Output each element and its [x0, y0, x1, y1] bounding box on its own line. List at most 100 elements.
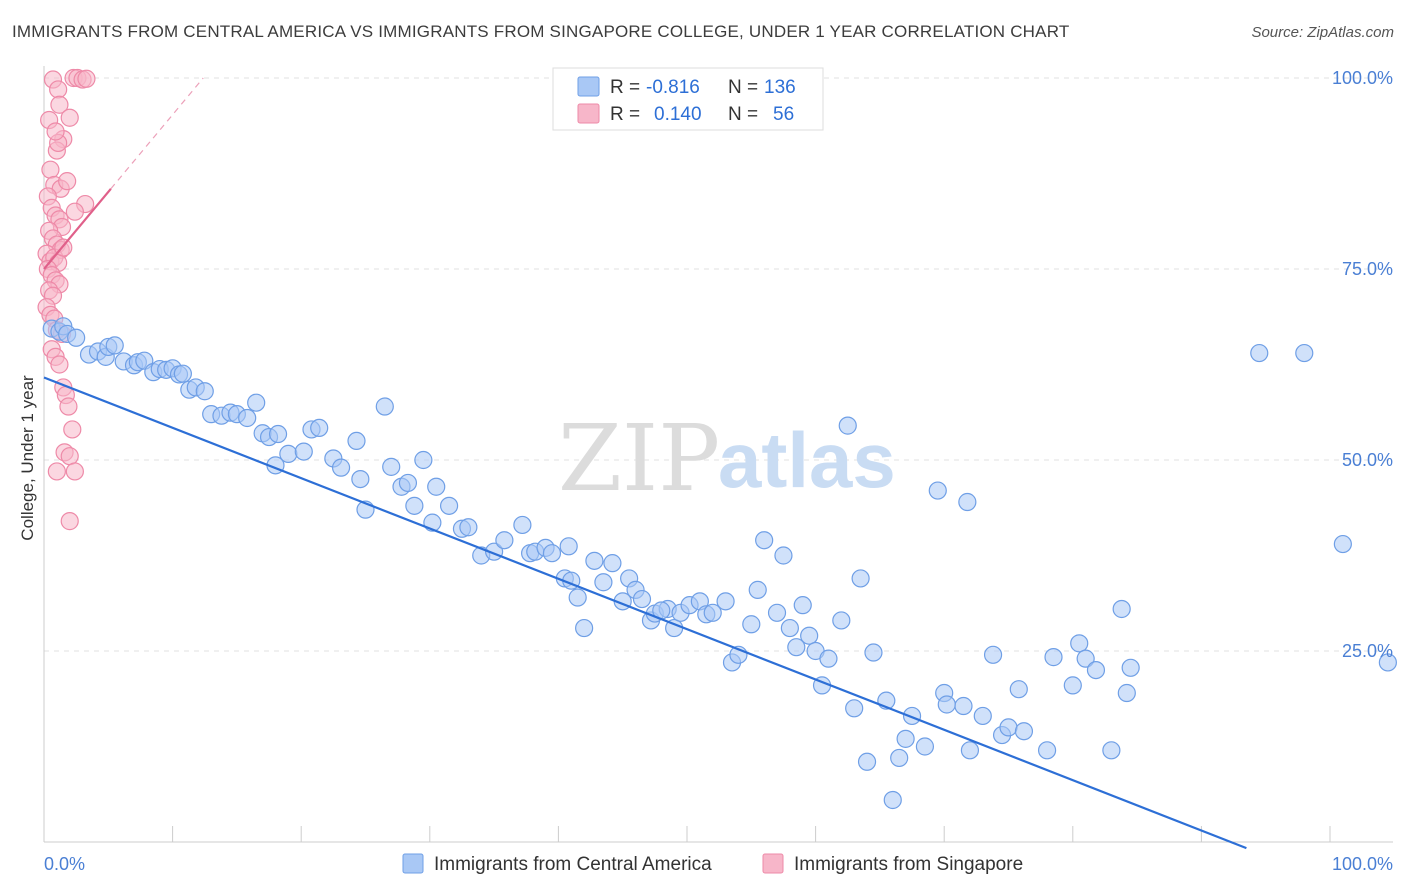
central-america-point-106 — [896, 729, 915, 748]
central-america-point-125 — [1076, 649, 1095, 668]
central-america-point-21 — [195, 382, 214, 401]
central-america-point-132 — [1295, 343, 1314, 363]
central-america-point-52 — [459, 518, 478, 537]
central-america-point-9 — [105, 336, 124, 355]
central-america-point-101 — [857, 752, 877, 771]
legend-n-label-1: N = — [728, 77, 758, 98]
central-america-point-126 — [1086, 660, 1106, 680]
central-america-point-43 — [382, 457, 401, 476]
singapore-point-53 — [46, 122, 65, 141]
central-america-point-97 — [832, 611, 851, 630]
y-tick-label-1: 50.0% — [1342, 450, 1393, 470]
legend-r-value-2: 0.140 — [654, 104, 702, 125]
central-america-point-28 — [247, 393, 266, 412]
bottom-legend-label-singapore: Immigrants from Singapore — [794, 854, 1023, 875]
central-america-point-45 — [398, 473, 418, 493]
central-america-point-49 — [427, 477, 446, 496]
singapore-point-44 — [63, 420, 82, 439]
watermark-atlas: atlas — [718, 416, 896, 504]
central-america-point-130 — [1121, 658, 1140, 677]
central-america-point-93 — [800, 626, 819, 645]
central-america-point-72 — [632, 589, 652, 609]
singapore-point-51 — [58, 172, 77, 191]
central-america-point-31 — [268, 424, 288, 444]
bottom-legend-swatch-singapore — [762, 853, 784, 874]
central-america-point-134 — [1378, 653, 1397, 672]
central-america-point-47 — [414, 450, 433, 470]
central-america-point-123 — [1063, 676, 1082, 695]
central-america-point-109 — [928, 481, 947, 500]
central-america-point-118 — [999, 718, 1018, 737]
x-tick-label-0: 0.0% — [44, 854, 85, 874]
central-america-point-22 — [173, 364, 192, 383]
central-america-point-121 — [1037, 741, 1057, 760]
central-america-point-114 — [960, 741, 980, 760]
x-tick-label-1: 100.0% — [1332, 854, 1393, 874]
singapore-point-5 — [60, 108, 79, 127]
singapore-point-47 — [65, 462, 84, 481]
central-america-point-39 — [347, 431, 366, 450]
central-america-point-33 — [279, 444, 298, 463]
legend-n-value-1: 136 — [764, 77, 796, 98]
series-singapore-points — [37, 68, 96, 531]
central-america-point-116 — [983, 645, 1003, 664]
central-america-point-115 — [973, 706, 992, 726]
central-america-point-96 — [819, 649, 838, 668]
central-america-point-65 — [575, 618, 594, 638]
chart-title: IMMIGRANTS FROM CENTRAL AMERICA VS IMMIG… — [12, 22, 1070, 41]
source-credit: Source: ZipAtlas.com — [1251, 24, 1394, 41]
y-tick-label-0: 25.0% — [1342, 641, 1393, 661]
central-america-point-60 — [542, 544, 562, 563]
central-america-point-92 — [793, 596, 812, 615]
central-america-point-127 — [1102, 741, 1121, 760]
singapore-point-49 — [60, 512, 79, 531]
central-america-point-120 — [1009, 680, 1028, 699]
central-america-point-90 — [780, 618, 799, 638]
central-america-point-119 — [1014, 722, 1034, 741]
trend-extension-singapore — [110, 77, 204, 190]
central-america-point-67 — [594, 573, 613, 592]
central-america-point-108 — [915, 737, 935, 756]
singapore-point-46 — [60, 447, 79, 466]
central-america-point-27 — [238, 408, 257, 428]
central-america-point-129 — [1117, 683, 1136, 703]
trend-line-singapore — [43, 188, 112, 270]
central-america-point-128 — [1112, 599, 1131, 619]
singapore-point-40 — [50, 355, 69, 374]
central-america-point-88 — [767, 603, 787, 622]
trend-line-central-america — [43, 376, 1247, 850]
x-tick-labels: 0.0% 100.0% — [44, 854, 1393, 874]
trend-lines — [43, 77, 1247, 850]
central-america-point-85 — [742, 615, 761, 634]
central-america-point-89 — [774, 546, 793, 565]
central-america-point-113 — [958, 492, 977, 512]
y-tick-label-3: 100.0% — [1332, 68, 1393, 88]
y-tick-label-2: 75.0% — [1342, 259, 1393, 279]
series-central-america-points — [42, 317, 1397, 810]
central-america-point-62 — [559, 537, 578, 556]
central-america-point-98 — [838, 416, 857, 435]
central-america-point-34 — [294, 442, 313, 461]
legend-r-value-1: -0.816 — [646, 77, 700, 98]
singapore-point-43 — [59, 397, 78, 416]
bottom-legend: Immigrants from Central America Immigran… — [402, 853, 1023, 875]
singapore-point-9 — [77, 69, 96, 88]
legend: R = -0.816 N = 136 R = 0.140 N = 56 — [552, 67, 824, 131]
central-america-point-42 — [375, 397, 394, 416]
central-america-point-105 — [890, 748, 909, 768]
legend-r-label-2: R = — [610, 104, 640, 125]
central-america-point-40 — [351, 470, 370, 489]
gridlines — [44, 77, 1393, 652]
central-america-point-87 — [755, 531, 774, 550]
central-america-point-55 — [495, 531, 514, 550]
central-america-point-46 — [405, 496, 424, 515]
singapore-point-48 — [47, 462, 66, 481]
central-america-point-112 — [954, 696, 973, 716]
central-america-point-56 — [513, 515, 532, 535]
central-america-point-111 — [937, 695, 956, 714]
central-america-point-107 — [902, 706, 922, 726]
central-america-point-133 — [1333, 534, 1352, 554]
central-america-point-36 — [310, 418, 329, 438]
central-america-point-122 — [1044, 648, 1063, 667]
